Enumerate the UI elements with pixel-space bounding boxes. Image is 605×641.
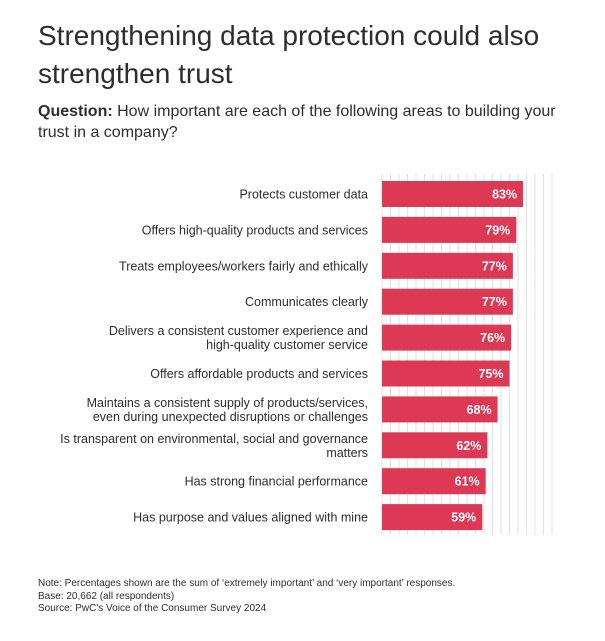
- category-label: Has purpose and values aligned with mine: [133, 511, 368, 525]
- bar: [382, 396, 498, 423]
- source-text: Source: PwC's Voice of the Consumer Surv…: [38, 603, 267, 614]
- bar-value-label: 75%: [478, 367, 503, 381]
- category-label: Offers high-quality products and service…: [142, 223, 368, 237]
- bar: [382, 432, 488, 459]
- bar-value-label: 76%: [480, 331, 505, 345]
- category-label: Protects customer data: [239, 188, 368, 202]
- category-label: Maintains a consistent supply of product…: [87, 396, 368, 424]
- bar: [382, 504, 483, 531]
- bar: [382, 288, 513, 315]
- category-label: Is transparent on environmental, social …: [60, 432, 368, 460]
- category-label: Offers affordable products and services: [150, 367, 368, 381]
- bar-chart: 83% Protects customer data 79% Offers high-…: [60, 174, 553, 535]
- bar-value-label: 68%: [467, 403, 492, 417]
- bar: [382, 252, 513, 279]
- category-label: Treats employees/workers fairly and ethi…: [119, 259, 369, 273]
- bar: [382, 181, 524, 207]
- bar: [382, 360, 510, 387]
- base-text: Base: 20,662 (all respondents): [38, 590, 175, 602]
- category-label: Has strong financial performance: [185, 475, 368, 489]
- bar-value-label: 77%: [482, 295, 507, 309]
- chart-title: Strengthening data protection could also…: [38, 20, 540, 89]
- bar-value-label: 62%: [456, 439, 481, 453]
- bar: [382, 324, 512, 351]
- bar: [382, 468, 486, 495]
- bar-value-label: 61%: [455, 475, 480, 489]
- category-label: Communicates clearly: [245, 295, 369, 309]
- bar-value-label: 77%: [482, 259, 507, 273]
- bar-value-label: 83%: [492, 188, 517, 202]
- question-label: Question:: [38, 103, 113, 120]
- category-label: Delivers a consistent customer experienc…: [109, 324, 368, 352]
- question: Question: How important are each of the …: [38, 101, 578, 143]
- question-text: How important are each of the following …: [38, 103, 556, 141]
- note-text: Note: Percentages shown are the sum of ‘…: [38, 578, 456, 589]
- bar: [382, 216, 517, 243]
- chart-notes: Note: Percentages shown are the sum of ‘…: [38, 578, 455, 616]
- bar-value-label: 79%: [485, 223, 510, 237]
- bar-value-label: 59%: [451, 511, 476, 525]
